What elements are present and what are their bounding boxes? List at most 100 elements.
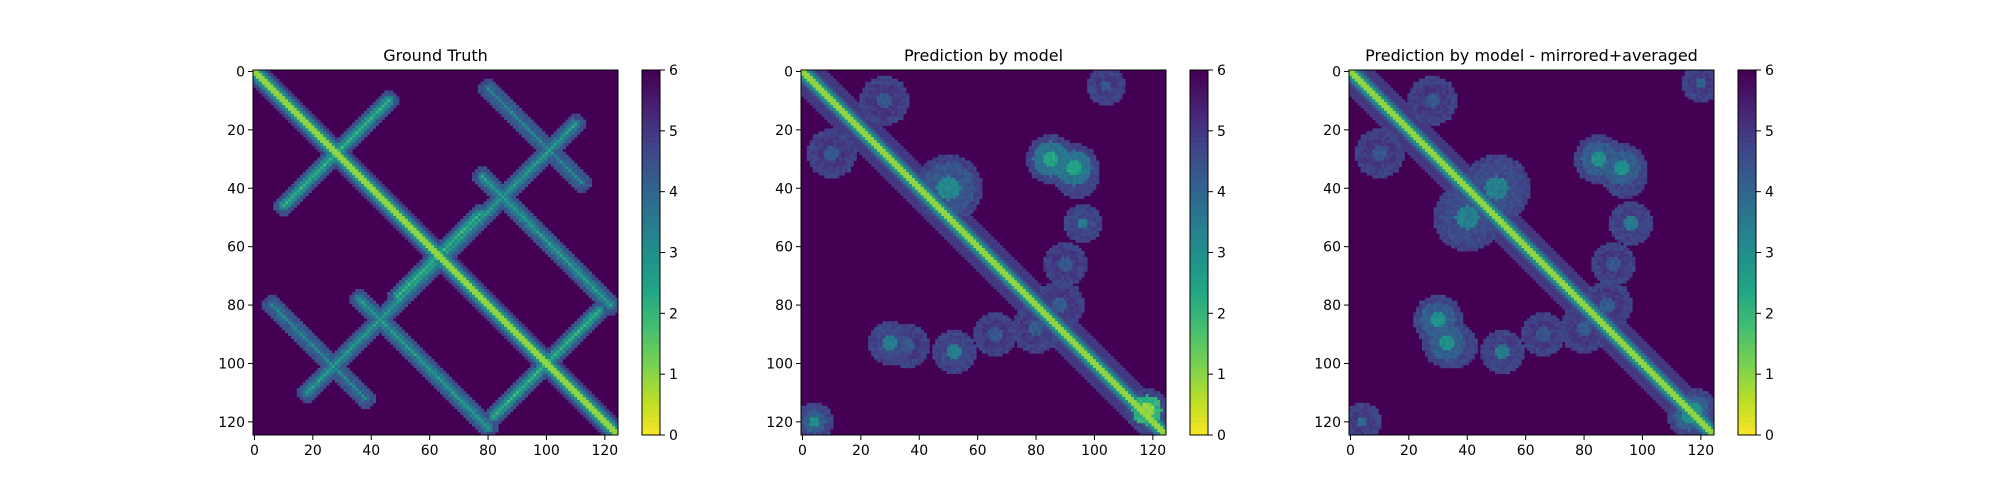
heatmap-cell [565,265,569,269]
heatmap-cell [480,169,485,173]
heatmap-cell [457,385,461,389]
heatmap-cell [559,373,563,377]
heatmap-cell [469,274,473,278]
heatmap-cell [591,294,595,299]
heatmap-cell [267,300,271,304]
heatmap-cell [326,137,330,141]
heatmap-cell [603,297,607,302]
heatmap-cell [577,338,581,342]
heatmap-cell [1107,90,1111,94]
heatmap-cell [302,332,306,337]
heatmap-cell [261,306,266,310]
heatmap-cell [871,87,875,91]
heatmap-cell [603,309,607,313]
heatmap-cell [486,172,490,176]
heatmap-cell [285,326,289,331]
heatmap-cell [524,113,528,118]
heatmap-cell [868,134,872,138]
heatmap-cell [378,309,382,313]
heatmap-cell [512,122,517,126]
heatmap-cell [609,420,613,424]
heatmap-cell [428,253,432,258]
heatmap-cell [393,326,397,331]
heatmap-cell [536,140,540,144]
heatmap-cell [515,221,520,226]
heatmap-cell [431,242,435,246]
heatmap-cell [809,87,814,91]
heatmap-cell [285,213,289,217]
heatmap-cell [445,259,449,264]
heatmap-cell [871,78,875,83]
heatmap-cell [507,183,511,188]
heatmap-cell [603,405,607,410]
heatmap-cell [524,391,528,395]
heatmap-cell [460,405,464,410]
heatmap-cell [279,318,283,322]
heatmap-cell [565,175,569,179]
heatmap-cell [1113,87,1117,91]
heatmap-cell [612,426,616,430]
heatmap-cell [512,195,517,199]
heatmap-cell [498,204,502,208]
heatmap-cell [530,160,534,164]
heatmap-cell [512,318,517,322]
heatmap-cell [448,391,452,395]
heatmap-cell [492,429,496,433]
heatmap-cell [483,224,487,229]
heatmap-cell [416,274,420,278]
heatmap-cell [492,309,496,313]
heatmap-cell [515,113,520,118]
heatmap-cell [363,399,368,404]
heatmap-cell [352,344,356,348]
heatmap-cell [521,213,525,217]
heatmap-cell [580,280,584,284]
heatmap-cell [372,119,376,123]
heatmap-cell [323,134,327,138]
heatmap-cell [504,329,508,334]
heatmap-cell [305,399,309,404]
heatmap-cell [559,134,563,138]
heatmap-cell [1101,102,1106,106]
heatmap-cell [407,224,412,229]
heatmap-cell [545,134,549,138]
heatmap-cell [882,102,887,106]
heatmap-cell [436,271,441,275]
heatmap-cell [457,265,461,269]
heatmap-cell [515,329,520,334]
heatmap-cell [495,297,499,302]
heatmap-cell [836,87,840,91]
heatmap-cell [375,192,379,196]
heatmap-cell [521,163,525,167]
heatmap-cell [393,93,397,97]
heatmap-cell [568,119,572,123]
heatmap-cell [876,107,881,112]
heatmap-cell [498,411,502,415]
heatmap-cell [448,382,452,386]
heatmap-cell [425,265,429,269]
heatmap-cell [477,183,482,188]
heatmap-cell [375,318,379,322]
heatmap-cell [556,154,560,158]
heatmap-cell [833,93,837,97]
heatmap-cell [509,207,514,211]
heatmap-cell [547,233,552,237]
heatmap-cell [390,321,394,325]
heatmap-cell [361,178,365,182]
heatmap-cell [565,367,569,372]
heatmap-cell [844,110,849,115]
heatmap-cell [527,335,531,339]
heatmap-cell [850,128,854,132]
heatmap-cell [803,75,808,80]
heatmap-cell [285,96,289,100]
heatmap-cell [261,81,266,85]
heatmap-cell [612,429,616,433]
heatmap-cell [305,344,309,348]
heatmap-cell [824,102,828,106]
heatmap-cell [314,180,318,185]
heatmap-cell [343,148,347,153]
heatmap-cell [585,318,590,322]
heatmap-cell [547,251,552,255]
heatmap-cell [381,321,385,325]
heatmap-cell [553,248,558,252]
heatmap-cell [827,131,831,135]
